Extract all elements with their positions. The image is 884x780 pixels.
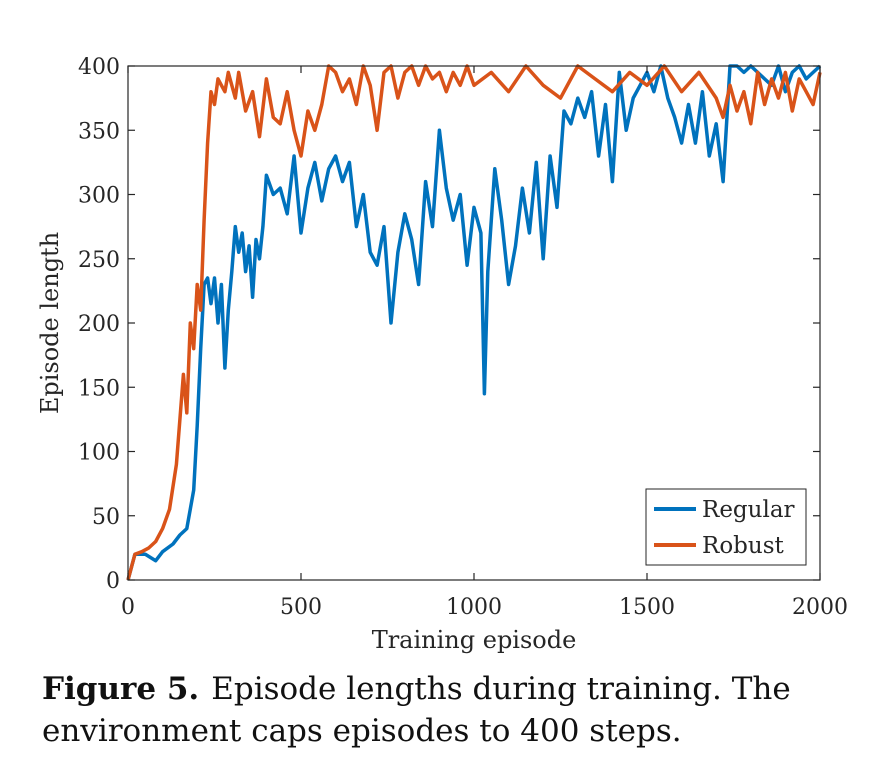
y-tick-label: 0: [106, 569, 120, 594]
y-tick-label: 50: [92, 505, 120, 530]
y-axis-title: Episode length: [36, 232, 64, 414]
legend: Regular Robust: [645, 488, 807, 566]
series-line-robust: [126, 64, 822, 581]
legend-label-robust: Robust: [702, 533, 785, 559]
x-tick-label: 1000: [446, 595, 502, 620]
series-layer: [126, 64, 822, 581]
legend-label-regular: Regular: [702, 497, 795, 523]
y-tick-label: 200: [78, 312, 120, 337]
y-tick-label: 300: [78, 184, 120, 209]
caption-label: Figure 5.: [42, 671, 200, 707]
line-chart: 0 500 1000 1500 2000 0 50 100 150 200 250 300 350 400…: [36, 55, 848, 654]
figure-caption: Figure 5. Episode lengths during training…: [42, 668, 862, 752]
y-tick-label: 250: [78, 248, 120, 273]
x-axis-title: Training episode: [372, 626, 577, 654]
x-tick-label: 500: [280, 595, 322, 620]
y-tick-label: 350: [78, 119, 120, 144]
legend-box: [645, 488, 807, 566]
y-tick-label: 400: [78, 55, 120, 80]
series-line-regular: [126, 64, 822, 581]
x-tick-label: 2000: [792, 595, 848, 620]
tick-layer: 0 500 1000 1500 2000 0 50 100 150 200 250 300 350 400: [78, 55, 848, 620]
y-tick-label: 150: [78, 376, 120, 401]
y-tick-label: 100: [78, 441, 120, 466]
x-tick-label: 0: [121, 595, 135, 620]
x-tick-label: 1500: [619, 595, 675, 620]
caption-text: Episode lengths during training. The env…: [42, 671, 791, 749]
